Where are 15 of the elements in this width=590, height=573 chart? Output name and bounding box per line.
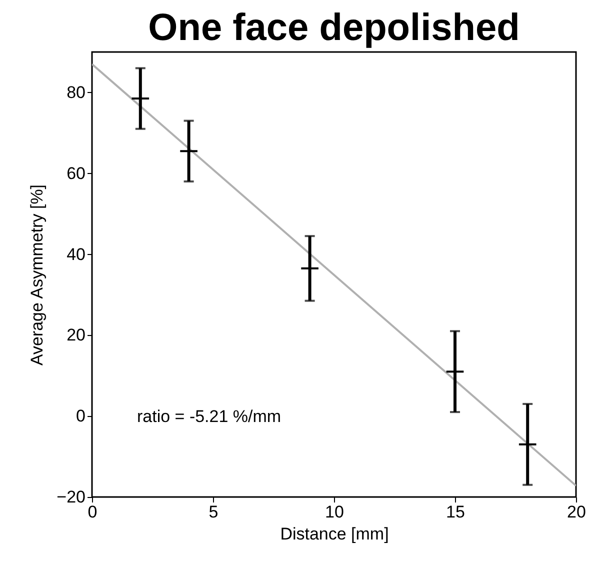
y-tick-label: 80 (66, 82, 86, 102)
y-tick-label: 0 (76, 406, 86, 426)
x-axis-title: Distance [mm] (280, 524, 389, 544)
x-tick-label: 5 (208, 502, 218, 522)
y-tick-label: −20 (56, 488, 86, 506)
x-tick-label: 10 (325, 502, 344, 522)
y-tick-label: 40 (66, 244, 86, 264)
y-tick-label: 60 (66, 164, 86, 183)
chart-title: One face depolished (148, 7, 520, 49)
x-tick-label: 0 (88, 502, 98, 522)
annotation: ratio = -5.21 %/mm (137, 407, 282, 426)
x-tick-label: 15 (446, 502, 465, 522)
y-axis-title: Average Asymmetry [%] (28, 184, 47, 366)
y-tick-label: 20 (66, 326, 86, 345)
x-tick-label: 20 (567, 502, 586, 522)
